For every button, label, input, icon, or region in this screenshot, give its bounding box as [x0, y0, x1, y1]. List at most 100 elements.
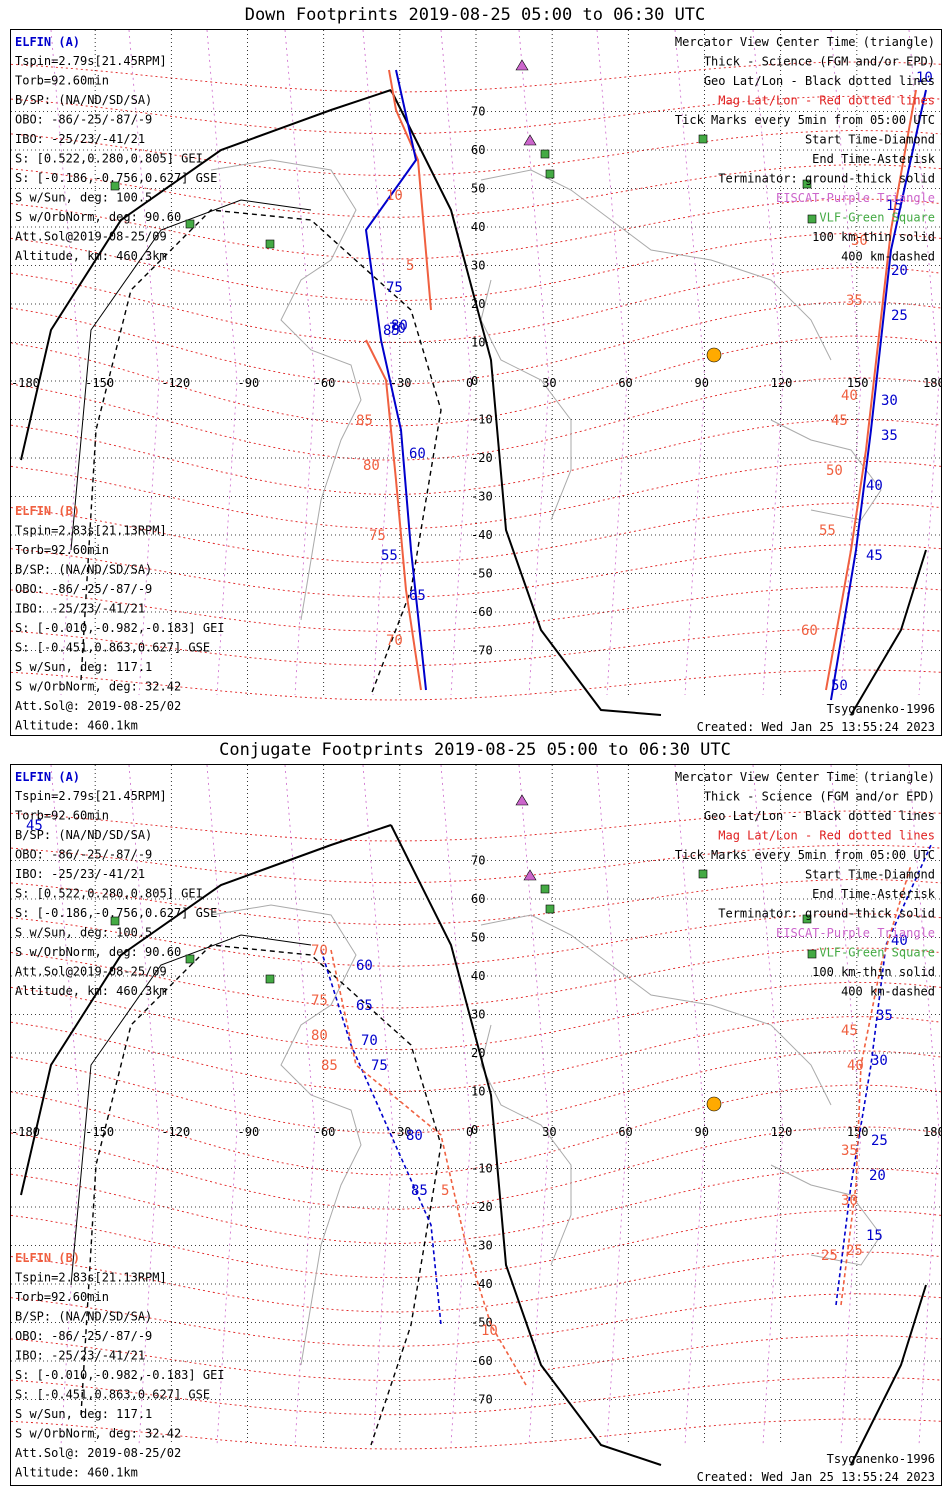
terminator-100km: [70, 934, 312, 1286]
elfin-b-info-line: Altitude: 460.1km: [15, 1466, 138, 1480]
elfin-b-info-line: Att.Sol@: 2019-08-25/02: [15, 699, 181, 713]
elfin-a-track: [830, 89, 927, 701]
elfin-a-time-label: 20: [869, 1168, 886, 1184]
lat-tick-label: 20: [471, 297, 485, 311]
lon-tick-label: -150: [85, 376, 114, 390]
lat-tick-label: -10: [471, 413, 493, 427]
lon-tick-label: 120: [771, 376, 793, 390]
vlf-square-icon: [802, 914, 812, 924]
mag-longitude-line: [206, 765, 238, 1446]
legend-line: Mag Lat/Lon - Red dotted lines: [718, 829, 935, 843]
lon-tick-label: 150: [847, 376, 869, 390]
vlf-square-icon: [545, 904, 555, 914]
elfin-b-time-label: 40: [841, 388, 858, 404]
coastline: [770, 1164, 882, 1266]
elfin-b-time-label: 55: [819, 523, 836, 539]
terminator-ground: [850, 1284, 927, 1466]
elfin-a-time-label: 35: [881, 428, 898, 444]
elfin-a-info-line: S: [-0.186,-0.756,0.627] GSE: [15, 906, 217, 920]
elfin-b-info-line: B/SP: (NA/ND/SD/SA): [15, 563, 152, 577]
elfin-b-info-line: Tspin=2.83s[21.13RPM]: [15, 524, 167, 538]
elfin-a-time-label: 15: [886, 198, 903, 214]
terminator-100km: [70, 199, 312, 551]
lon-tick-label: -150: [85, 1125, 114, 1139]
mag-longitude-line: [596, 765, 628, 1446]
mag-latitude-line: [11, 460, 941, 530]
coastline: [210, 159, 362, 621]
terminator-400km: [80, 944, 442, 1446]
elfin-b-time-label: 70: [311, 943, 328, 959]
elfin-a-time-label: 65: [409, 588, 426, 604]
vlf-square-icon: [698, 134, 708, 144]
elfin-b-info-line: OBO: -86/-25/-87/-9: [15, 1329, 152, 1343]
elfin-b-info-line: OBO: -86/-25/-87/-9: [15, 582, 152, 596]
lat-tick-label: 40: [471, 969, 485, 983]
elfin-b-time-label: 40: [847, 1058, 864, 1074]
vlf-square-icon: [545, 169, 555, 179]
elfin-b-info-line: IBO: -25/23/-41/21: [15, 1349, 145, 1363]
elfin-b-info-line: S w/Sun, deg: 117.1: [15, 1407, 152, 1421]
elfin-a-time-label: 85: [383, 323, 400, 339]
vlf-square-icon: [185, 219, 195, 229]
elfin-a-info-line: S w/OrbNorm, deg: 90.60: [15, 210, 181, 224]
elfin-a-time-label: 25: [891, 308, 908, 324]
lon-tick-label: -180: [11, 1125, 40, 1139]
lat-tick-label: -10: [471, 1162, 493, 1176]
elfin-b-time-label: 60: [801, 623, 818, 639]
vlf-square-icon: [110, 916, 120, 926]
legend-line: Mercator View Center Time (triangle): [675, 770, 935, 784]
lat-tick-label: -40: [471, 1277, 493, 1291]
elfin-b-time-label: 70: [386, 633, 403, 649]
legend-line: 100 km-thin solid: [812, 965, 935, 979]
legend-line: Terminator: ground-thick solid: [718, 172, 935, 186]
lat-tick-label: 10: [471, 336, 485, 350]
coastline: [480, 1024, 572, 1266]
terminator-ground: [20, 824, 392, 1196]
lon-tick-label: -30: [390, 376, 412, 390]
mag-latitude-line: [11, 130, 941, 176]
vlf-square-icon: [807, 214, 817, 224]
legend-line: Thick - Science (FGM and/or EPD): [704, 55, 935, 69]
lat-tick-label: -40: [471, 528, 493, 542]
mag-longitude-line: [908, 30, 940, 696]
elfin-b-time-label: 75: [311, 993, 328, 1009]
elfin-a-time-label: 70: [361, 1033, 378, 1049]
terminator-ground: [20, 89, 392, 461]
lon-tick-label: -120: [161, 1125, 190, 1139]
panel-title-conjugate: Conjugate Footprints 2019-08-25 05:00 to…: [219, 740, 731, 760]
lat-tick-label: 30: [471, 259, 485, 273]
vlf-square-icon: [802, 179, 812, 189]
lat-tick-label: 50: [471, 182, 485, 196]
lon-tick-label: 120: [771, 1125, 793, 1139]
elfin-b-time-label: 80: [363, 458, 380, 474]
lon-tick-label: 30: [542, 1125, 556, 1139]
elfin-a-time-label: 65: [356, 998, 373, 1014]
mag-longitude-line: [362, 765, 394, 1446]
elfin-a-name: ELFIN (A): [15, 35, 80, 49]
elfin-b-time-label: 45: [831, 413, 848, 429]
lat-tick-label: -50: [471, 1316, 493, 1330]
elfin-b-time-label: 85: [321, 1058, 338, 1074]
elfin-a-time-label: 60: [356, 958, 373, 974]
elfin-b-track: [365, 339, 422, 691]
elfin-a-info-line: OBO: -86/-25/-87/-9: [15, 113, 152, 127]
elfin-a-info-line: Altitude, km: 460.3km: [15, 249, 167, 263]
lat-tick-label: 40: [471, 220, 485, 234]
mag-longitude-line: [518, 30, 550, 696]
mag-longitude-line: [752, 765, 784, 1446]
lat-tick-label: -20: [471, 1200, 493, 1214]
lat-tick-label: -20: [471, 451, 493, 465]
lat-tick-label: -60: [471, 605, 493, 619]
mag-latitude-line: [11, 1418, 941, 1450]
mag-longitude-line: [596, 30, 628, 696]
mag-longitude-line: [752, 30, 784, 696]
elfin-a-time-label: 30: [871, 1053, 888, 1069]
mag-longitude-line: [206, 30, 238, 696]
mag-longitude-line: [284, 765, 316, 1446]
lon-tick-label: 180: [923, 1125, 941, 1139]
vlf-square-icon: [698, 869, 708, 879]
conjugate-footprints-panel: -180-150-120-90-60-300306090120150180706…: [10, 764, 942, 1486]
mag-latitude-line: [11, 61, 941, 93]
elfin-a-time-label: 40: [891, 933, 908, 949]
elfin-b-time-label: 5: [441, 1183, 449, 1199]
